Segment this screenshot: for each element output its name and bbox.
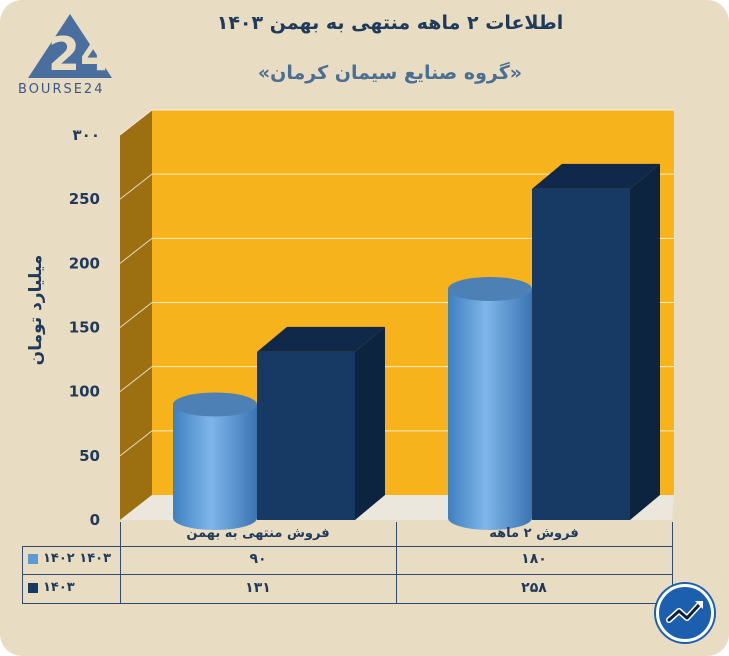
data-label: ۱۳۱ <box>245 580 271 596</box>
bar-series-1-1 <box>173 392 257 530</box>
x-tick-label: فروش منتهی به بهمن <box>186 526 330 541</box>
y-axis-label: میلیارد تومان <box>26 254 46 366</box>
gridline <box>119 173 674 200</box>
bar-series-2-2 <box>532 163 660 520</box>
table-border <box>120 522 121 603</box>
table-border <box>396 522 397 603</box>
bar-series-1-2 <box>448 277 532 530</box>
data-label: ۱۸۰ <box>521 551 547 567</box>
table-border <box>672 522 673 603</box>
brand-name: BOURSE24 <box>18 82 105 97</box>
legend-label: ۱۴۰۲ ۱۴۰۳ <box>43 551 112 566</box>
gridline <box>119 237 674 264</box>
y-tick-label: 50 <box>79 447 100 465</box>
chart-title: اطلاعات ۲ ماهه منتهی به بهمن ۱۴۰۳ <box>216 12 564 34</box>
legend-swatch <box>28 582 38 593</box>
table-border <box>22 546 23 603</box>
legend-entry: ۱۴۰۲ ۱۴۰۳ <box>28 551 111 566</box>
y-tick-label: 200 <box>69 254 100 272</box>
trend-badge-icon <box>656 584 714 642</box>
svg-text:24: 24 <box>48 27 112 81</box>
legend-label: ۱۴۰۳ <box>43 580 75 595</box>
x-tick-label: فروش ۲ ماهه <box>489 526 579 541</box>
gridline <box>119 109 674 136</box>
y-tick-label: 0 <box>90 511 100 529</box>
data-label: ۹۰ <box>249 551 267 567</box>
bar-series-2-1 <box>257 326 385 520</box>
data-label: ۲۵۸ <box>521 580 547 596</box>
table-border <box>22 546 672 547</box>
legend-swatch <box>28 553 38 564</box>
chart-subtitle: «گروه صنایع سیمان کرمان» <box>257 62 523 84</box>
y-tick-label: 150 <box>69 319 100 337</box>
legend-entry: ۱۴۰۳ <box>28 580 75 595</box>
y-tick-label: 100 <box>69 383 100 401</box>
y-tick-label: 250 <box>69 190 100 208</box>
brand-logo: 24 <box>28 14 112 81</box>
y-tick-label: ۳۰۰ <box>73 126 100 144</box>
table-border <box>22 574 672 575</box>
table-border <box>22 603 672 604</box>
